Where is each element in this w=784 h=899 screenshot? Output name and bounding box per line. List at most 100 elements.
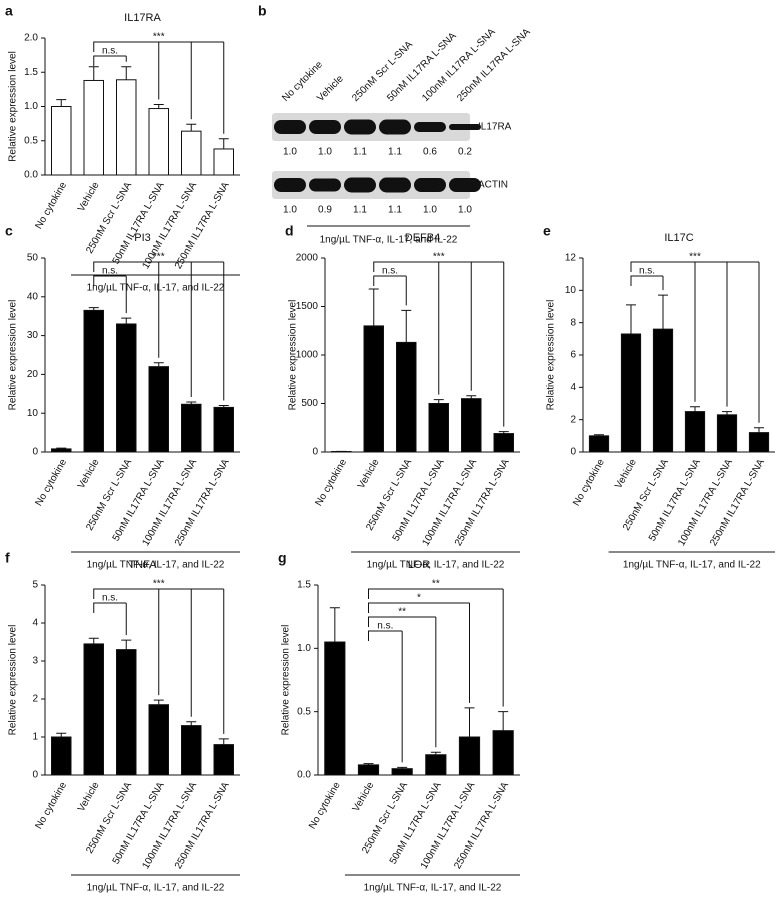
lane-label: Vehicle xyxy=(315,73,346,104)
y-tick-label: 40 xyxy=(27,291,39,302)
y-axis-label: Relative expression level xyxy=(288,300,299,411)
bar xyxy=(588,435,610,453)
significance-label: n.s. xyxy=(639,266,655,277)
lane-label: 50nM IL17RA L-SNA xyxy=(385,30,459,104)
error-bar xyxy=(363,763,374,765)
significance-label: ** xyxy=(432,579,440,590)
bar xyxy=(396,341,417,453)
bar xyxy=(716,414,738,453)
chart-title: PI3 xyxy=(134,232,151,244)
group-label: 1ng/µL TNF-α, IL-17, and IL-22 xyxy=(87,283,225,294)
significance-label: n.s. xyxy=(102,46,118,57)
bar xyxy=(51,736,72,776)
bar xyxy=(324,641,346,776)
y-tick-label: 1.5 xyxy=(24,67,38,78)
bar xyxy=(425,754,447,776)
error-bar xyxy=(397,766,408,769)
band xyxy=(379,119,411,135)
bar xyxy=(363,325,384,453)
significance-bracket xyxy=(93,602,127,636)
x-tick-label: Vehicle xyxy=(76,780,102,814)
error-bar xyxy=(498,431,509,434)
chart-title: LOR xyxy=(408,559,431,571)
error-bar xyxy=(218,738,229,745)
x-tick-label: Vehicle xyxy=(76,180,102,214)
y-tick-label: 0.0 xyxy=(297,770,311,781)
y-tick-label: 0 xyxy=(570,447,576,458)
significance-bracket xyxy=(93,261,225,401)
y-axis-label: Relative expression level xyxy=(8,625,19,736)
x-tick-label: No cytokine xyxy=(33,180,69,231)
significance-label: *** xyxy=(689,252,701,263)
bar xyxy=(51,106,72,176)
bar xyxy=(181,403,202,453)
error-bar xyxy=(218,138,229,149)
significance-label: *** xyxy=(153,32,165,43)
y-tick-label: 0 xyxy=(32,770,38,781)
bar xyxy=(492,730,514,776)
significance-bracket xyxy=(630,261,760,423)
error-bar xyxy=(430,751,441,755)
band-value: 1.0 xyxy=(458,205,472,216)
y-tick-label: 2 xyxy=(32,694,38,705)
band-value: 1.0 xyxy=(283,205,297,216)
x-tick-label: Vehicle xyxy=(356,457,382,491)
error-bar xyxy=(56,447,67,449)
significance-bracket xyxy=(368,602,470,703)
y-tick-label: 10 xyxy=(565,285,577,296)
y-tick-label: 0.5 xyxy=(297,706,311,717)
significance-bracket xyxy=(93,588,225,734)
error-bar xyxy=(88,66,99,81)
panel-letter: e xyxy=(543,223,551,239)
error-bar xyxy=(368,288,379,326)
bar xyxy=(213,148,234,176)
error-bar xyxy=(153,699,164,705)
bar xyxy=(748,432,770,453)
significance-bracket xyxy=(368,588,504,707)
error-bar xyxy=(121,317,132,324)
chart-title: DEFB4 xyxy=(405,232,440,244)
bar xyxy=(213,406,234,453)
x-tick-label: Vehicle xyxy=(351,780,377,814)
lane-label: 250nM Scr L-SNA xyxy=(350,39,415,104)
lane-label: 250nM IL17RA L-SNA xyxy=(455,26,533,104)
band-value: 1.1 xyxy=(353,147,367,158)
y-tick-label: 10 xyxy=(27,408,39,419)
band-value: 0.9 xyxy=(318,205,332,216)
error-bar xyxy=(56,732,67,737)
x-tick-label: No cytokine xyxy=(33,780,69,831)
x-tick-label: Vehicle xyxy=(613,457,639,491)
significance-label: n.s. xyxy=(382,266,398,277)
band-name: IL17RA xyxy=(478,122,512,133)
bar xyxy=(83,79,104,176)
y-tick-label: 1.0 xyxy=(24,101,38,112)
error-bar xyxy=(186,721,197,726)
bar xyxy=(83,643,104,776)
group-label: 1ng/µL TNF-α, IL-17, and IL-22 xyxy=(623,560,761,571)
band xyxy=(309,120,341,134)
band xyxy=(309,178,341,192)
x-tick-label: No cytokine xyxy=(571,457,607,508)
error-bar xyxy=(498,711,509,731)
y-tick-label: 0 xyxy=(32,447,38,458)
panel-letter: g xyxy=(278,550,287,566)
x-tick-label: No cytokine xyxy=(313,457,349,508)
chart-title: TNFA xyxy=(128,559,157,571)
band-value: 1.0 xyxy=(423,205,437,216)
group-label: 1ng/µL TNF-α, IL-17, and IL-22 xyxy=(87,883,225,894)
bar xyxy=(51,448,72,453)
panel-letter: c xyxy=(5,223,13,239)
y-tick-label: 8 xyxy=(570,317,576,328)
group-label: 1ng/µL TNF-α, IL-17, and IL-22 xyxy=(364,883,502,894)
bar xyxy=(148,704,169,776)
y-tick-label: 2.0 xyxy=(24,33,38,44)
bar xyxy=(116,649,137,776)
error-bar xyxy=(186,401,197,405)
bar xyxy=(428,403,449,453)
y-axis-label: Relative expression level xyxy=(8,51,19,162)
y-tick-label: 20 xyxy=(27,369,39,380)
error-bar xyxy=(626,304,636,334)
y-tick-label: 1500 xyxy=(296,301,319,312)
y-tick-label: 0.0 xyxy=(24,170,38,181)
